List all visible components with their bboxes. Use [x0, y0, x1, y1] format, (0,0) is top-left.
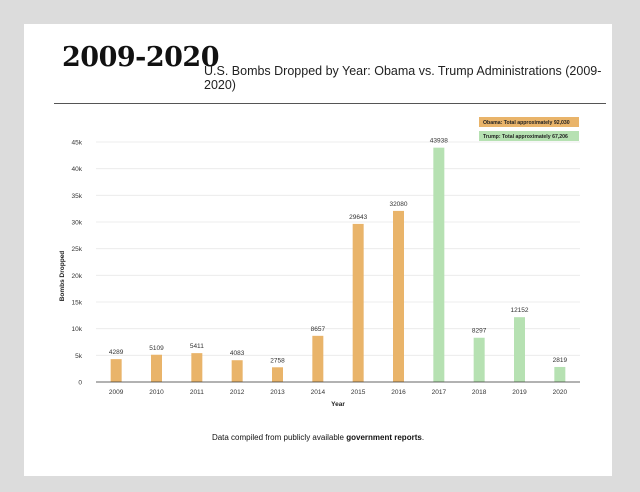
y-tick-label: 15k — [72, 300, 83, 307]
x-axis-ticks: 2009 2010 2011 2012 2013 2014 2015 2016 2017 2018… — [109, 389, 568, 396]
legend-label: Trump: Total approximately 67,206 — [483, 134, 568, 140]
bar-2010 — [151, 354, 162, 382]
y-axis-ticks: 0 5k 10k 15k 20k 25k 30k 35k 40k 45k — [72, 140, 83, 387]
data-label-2018: 8297 — [472, 328, 487, 335]
y-tick-label: 5k — [75, 353, 83, 360]
y-tick-label: 0 — [78, 380, 82, 387]
data-label-2019: 12152 — [510, 307, 528, 314]
chart-card: 2009-2020 U.S. Bombs Dropped by Year: Ob… — [24, 24, 612, 476]
header-divider — [54, 103, 606, 104]
x-tick-label: 2013 — [270, 389, 285, 396]
legend-label: Obama: Total approximately 92,030 — [483, 120, 570, 126]
legend-swatch — [479, 117, 579, 127]
bar-2011 — [191, 353, 203, 382]
x-tick-label: 2009 — [109, 389, 124, 396]
bar-2013 — [272, 367, 283, 382]
x-tick-label: 2018 — [472, 389, 487, 396]
y-tick-label: 25k — [72, 246, 83, 253]
x-tick-label: 2017 — [432, 389, 447, 396]
gridlines — [96, 141, 580, 356]
x-tick-label: 2014 — [311, 389, 326, 396]
bar-2009 — [110, 359, 122, 382]
y-tick-label: 10k — [72, 326, 83, 333]
data-label-2016: 32080 — [389, 201, 407, 208]
y-tick-label: 40k — [72, 166, 83, 173]
legend-swatch — [479, 131, 579, 141]
source-note-suffix: . — [421, 433, 425, 442]
x-tick-label: 2012 — [230, 389, 245, 396]
bar-2018 — [473, 337, 485, 382]
source-note-bold: government reports — [346, 433, 422, 442]
data-label-2017: 43938 — [430, 138, 448, 145]
y-tick-label: 45k — [72, 140, 83, 147]
x-axis-title: Year — [331, 401, 345, 408]
y-tick-label: 20k — [72, 273, 83, 280]
x-tick-label: 2019 — [512, 389, 527, 396]
bar-2019 — [514, 317, 525, 382]
data-label-2014: 8657 — [311, 326, 326, 333]
bar-2014 — [312, 335, 324, 382]
data-label-2012: 4083 — [230, 350, 245, 357]
data-label-2015: 29643 — [349, 214, 367, 221]
data-labels: 4289 5109 5411 4083 2758 8657 29643 32080 43938 8… — [109, 138, 568, 365]
data-label-2020: 2819 — [553, 357, 568, 364]
bar-2012 — [231, 360, 243, 382]
x-tick-label: 2020 — [553, 389, 568, 396]
x-tick-label: 2016 — [391, 389, 406, 396]
data-label-2011: 5411 — [190, 343, 204, 350]
source-note: Data compiled from publicly available go… — [24, 433, 612, 442]
chart-subtitle: U.S. Bombs Dropped by Year: Obama vs. Tr… — [204, 64, 602, 92]
legend: Obama: Total approximately 92,030 Trump: … — [479, 117, 579, 141]
data-label-2010: 5109 — [149, 345, 164, 352]
bar-2016 — [393, 210, 404, 382]
x-tick-label: 2010 — [149, 389, 164, 396]
y-tick-label: 30k — [72, 220, 83, 227]
x-tick-label: 2011 — [190, 389, 204, 396]
source-note-prefix: Data compiled from publicly available — [211, 433, 347, 442]
bar-chart: 0 5k 10k 15k 20k 25k 30k 35k 40k 45k 4289 5109 5411… — [59, 117, 580, 408]
bar-2015 — [352, 223, 364, 382]
y-tick-label: 35k — [72, 193, 83, 200]
y-axis-title: Bombs Dropped — [59, 251, 66, 302]
bars — [110, 147, 566, 382]
year-range-title: 2009-2020 — [62, 42, 220, 73]
bar-2017 — [433, 147, 445, 382]
data-label-2009: 4289 — [109, 349, 124, 356]
x-tick-label: 2015 — [351, 389, 366, 396]
bar-2020 — [554, 366, 566, 382]
data-label-2013: 2758 — [270, 357, 285, 364]
